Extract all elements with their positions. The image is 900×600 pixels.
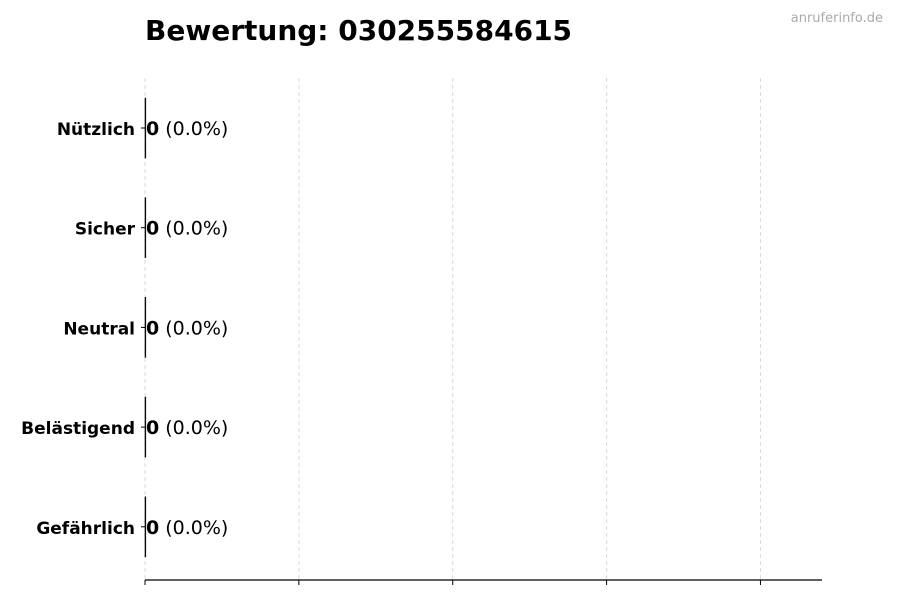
grid — [144, 78, 761, 580]
data-label-percent: (0.0%) — [165, 317, 228, 339]
category-label: Gefährlich — [36, 519, 135, 539]
data-label-percent: (0.0%) — [165, 417, 228, 439]
data-label-percent: (0.0%) — [165, 517, 228, 539]
category-label: Sicher — [75, 220, 136, 240]
watermark: anruferinfo.de — [791, 11, 883, 26]
data-label-count: 0 — [146, 517, 159, 539]
data-label: 0 (0.0%) — [146, 218, 228, 240]
data-label: 0 (0.0%) — [146, 317, 228, 339]
data-label-count: 0 — [146, 218, 159, 240]
bars: 0 (0.0%) 0 (0.0%) 0 (0.0%) 0 (0.0%) 0 (0.0%) — [144, 97, 228, 558]
category-label: Nützlich — [57, 120, 135, 140]
category-label: Belästigend — [21, 419, 135, 439]
data-label: 0 (0.0%) — [146, 417, 228, 439]
chart-title: Bewertung: 030255584615 — [145, 14, 572, 47]
axes: Nützlich Sicher Neutral Belästigend Gefährli… — [21, 120, 822, 585]
data-label: 0 (0.0%) — [146, 118, 228, 140]
data-label-percent: (0.0%) — [165, 118, 228, 140]
data-label: 0 (0.0%) — [146, 517, 228, 539]
data-label-count: 0 — [146, 317, 159, 339]
data-label-count: 0 — [146, 417, 159, 439]
category-label: Neutral — [63, 319, 135, 339]
data-label-percent: (0.0%) — [165, 218, 228, 240]
data-label-count: 0 — [146, 118, 159, 140]
